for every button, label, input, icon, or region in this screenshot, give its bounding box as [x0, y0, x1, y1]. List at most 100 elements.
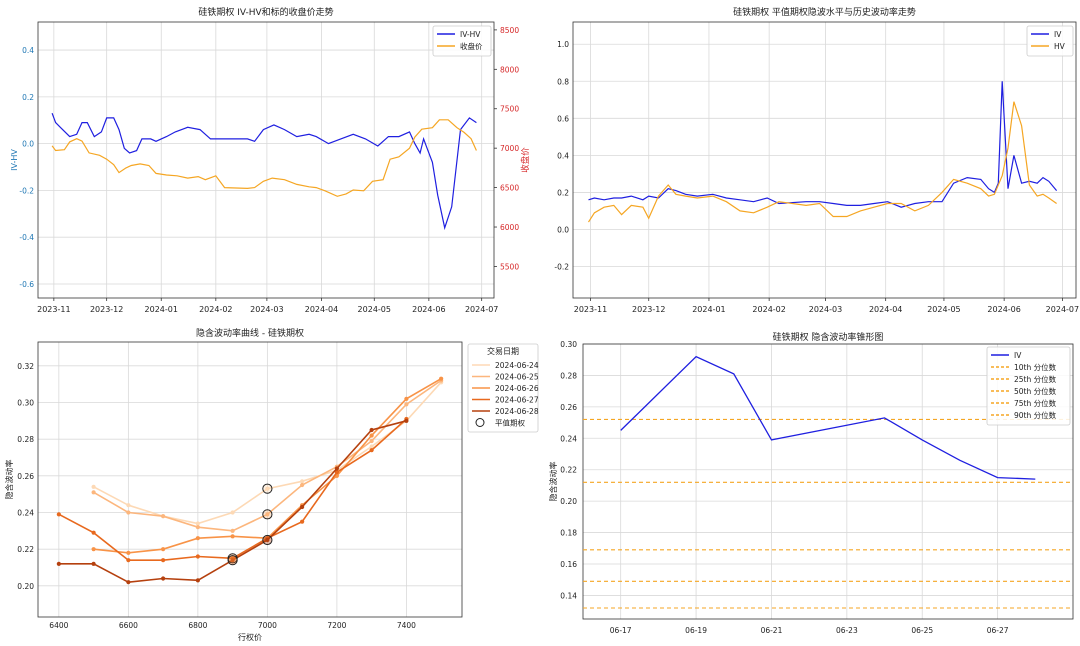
legend-box	[467, 343, 539, 433]
x-tick-label: 06-19	[685, 626, 707, 635]
series-line-2024-06-27	[58, 418, 407, 562]
data-point	[230, 510, 235, 515]
y-tick-label: 0.26	[17, 472, 34, 481]
y-tick-label: 0.28	[560, 371, 577, 380]
x-tick-label: 2024-04	[305, 305, 338, 314]
data-point	[91, 561, 96, 566]
y-tick-label: 0.22	[17, 545, 34, 554]
legend-label: 2024-06-26	[495, 384, 539, 393]
y2-tick-label: 7000	[500, 144, 519, 153]
x-tick-label: 7000	[258, 621, 277, 630]
data-point	[91, 547, 96, 552]
legend-label: 75th 分位数	[1014, 398, 1057, 408]
data-point	[195, 554, 200, 559]
y-tick-label: 1.0	[557, 40, 569, 49]
legend-label: HV	[1054, 42, 1066, 51]
x-tick-label: 06-17	[610, 626, 632, 635]
plot-frame	[37, 341, 463, 618]
atm-marker	[227, 555, 238, 566]
x-tick-label: 2024-02	[199, 305, 232, 314]
x-tick-label: 2024-06	[987, 305, 1020, 314]
data-point	[230, 534, 235, 539]
data-point	[91, 530, 96, 535]
y-tick-label: 0.24	[17, 509, 34, 518]
plot-frame	[572, 21, 1077, 299]
data-point	[126, 510, 131, 515]
x-tick-label: 06-23	[836, 626, 858, 635]
y-tick-label: -0.4	[19, 233, 34, 242]
data-point	[126, 503, 131, 508]
data-point	[369, 427, 374, 433]
y2-axis-label: 收盘价	[520, 147, 531, 173]
y2-tick-label: 5500	[500, 262, 519, 271]
series-line-IV-HV	[51, 112, 477, 231]
x-tick-label: 6600	[119, 621, 138, 630]
chart-title: 硅铁期权 IV-HV和标的收盘价走势	[198, 6, 333, 18]
y2-tick-label: 7500	[500, 105, 519, 114]
x-tick-label: 06-25	[911, 626, 933, 635]
data-point	[56, 512, 61, 517]
chart-title: 硅铁期权 平值期权隐波水平与历史波动率走势	[733, 6, 916, 18]
x-tick-label: 2024-03	[250, 305, 283, 314]
y-axis-label: 隐含波动率	[4, 460, 14, 500]
series-line-IV	[588, 81, 1058, 208]
x-tick-label: 6400	[49, 621, 68, 630]
x-axis-label: 行权价	[238, 632, 262, 642]
x-tick-label: 2024-01	[692, 305, 725, 314]
x-tick-label: 2024-04	[869, 305, 902, 314]
y-tick-label: -0.6	[19, 280, 34, 289]
chart-iv-hv-levels: 2023-11 2023-12 2024-01 2024-02 2024-03 2024-…	[554, 6, 1079, 314]
plot-frame	[37, 21, 495, 299]
y-tick-label: 0.4	[557, 151, 569, 160]
series-line-IV	[620, 355, 1036, 480]
y-tick-label: 0.26	[560, 403, 577, 412]
legend-label: 50th 分位数	[1014, 386, 1057, 396]
data-point	[91, 490, 96, 495]
y-tick-label: -0.2	[554, 263, 569, 272]
x-tick-label: 6800	[188, 621, 207, 630]
x-tick-label: 2024-03	[809, 305, 842, 314]
data-point	[439, 376, 444, 381]
data-point	[230, 528, 235, 533]
x-tick-label: 2024-07	[465, 305, 498, 314]
data-point	[404, 418, 409, 423]
data-point	[91, 484, 96, 489]
y-tick-label: 0.32	[17, 362, 34, 371]
x-tick-label: 06-21	[761, 626, 783, 635]
x-tick-label: 7200	[327, 621, 346, 630]
data-point	[300, 482, 305, 488]
data-point	[300, 479, 305, 484]
plot-frame	[582, 343, 1074, 620]
y-tick-label: 0.6	[557, 114, 569, 123]
x-tick-label: 2023-12	[90, 305, 123, 314]
x-tick-label: 2023-11	[574, 305, 607, 314]
y-tick-label: 0.22	[560, 466, 577, 475]
y2-tick-label: 8500	[500, 26, 519, 35]
data-point	[369, 438, 374, 444]
data-point	[404, 402, 409, 407]
y2-tick-label: 6500	[500, 184, 519, 193]
legend-label: 2024-06-27	[495, 396, 539, 405]
y-tick-label: -0.2	[19, 186, 34, 195]
y2-tick-label: 6000	[500, 223, 519, 232]
legend-label: 2024-06-28	[495, 407, 539, 416]
series-line-HV	[587, 101, 1057, 223]
chart-title: 硅铁期权 隐含波动率锥形图	[773, 331, 884, 343]
x-tick-label: 2024-05	[358, 305, 391, 314]
y-tick-label: 0.30	[17, 399, 34, 408]
data-point	[126, 558, 131, 563]
x-tick-label: 2024-05	[927, 305, 960, 314]
data-point	[265, 512, 270, 517]
data-point	[161, 558, 166, 563]
y-tick-label: 0.16	[560, 560, 577, 569]
data-point	[369, 433, 374, 438]
legend-label: 2024-06-25	[495, 373, 539, 382]
data-point	[195, 521, 200, 526]
data-point	[334, 470, 339, 475]
x-tick-label: 2024-01	[145, 305, 178, 314]
x-tick-label: 7400	[397, 621, 416, 630]
series-line-收盘价	[51, 119, 477, 197]
data-point	[195, 525, 200, 530]
